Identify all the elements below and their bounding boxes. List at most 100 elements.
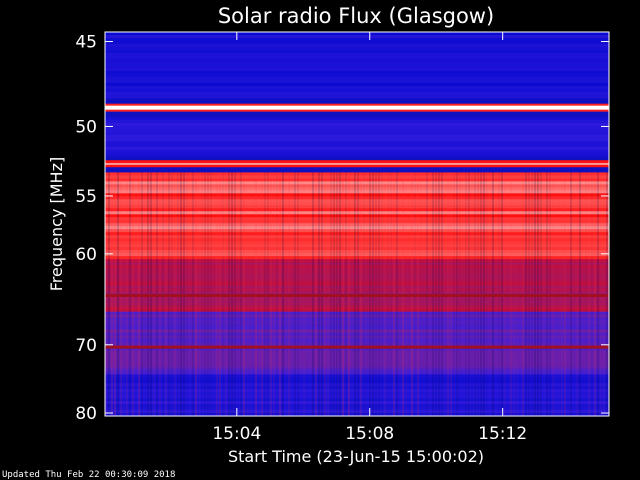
- band-region-1: [105, 138, 609, 142]
- band-region-0: [105, 40, 609, 45]
- band-region-4: [105, 362, 609, 366]
- band-region-3: [105, 285, 609, 289]
- band-region-3: [105, 297, 609, 301]
- band-region-4: [105, 320, 609, 325]
- band-region-5: [105, 404, 609, 408]
- band-region-1: [105, 129, 609, 133]
- band-region-4: [105, 338, 609, 343]
- y-tick-label: 50: [75, 117, 97, 137]
- band-region-5: [105, 398, 609, 402]
- band-region-3: [105, 308, 609, 313]
- band-region-3: [105, 273, 609, 278]
- x-axis: 15:04 15:08 15:12: [212, 32, 527, 444]
- dark-red-line-2: [105, 293, 609, 297]
- band-region-2: [105, 220, 609, 224]
- band-region-2: [105, 196, 609, 200]
- band-region-4: [105, 317, 609, 322]
- band-region-1: [105, 132, 609, 136]
- band-region-0: [105, 43, 609, 48]
- band-region-1: [105, 143, 609, 148]
- band-region-0: [105, 85, 609, 90]
- band-region-1: [105, 126, 609, 130]
- band-region-1: [105, 117, 609, 121]
- band-region-4: [105, 371, 609, 375]
- band-region-2: [105, 199, 609, 203]
- band-region-0: [105, 55, 609, 60]
- band-region-2: [105, 184, 609, 188]
- updated-timestamp: Updated Thu Feb 22 00:30:09 2018: [2, 470, 175, 480]
- band-region-2: [105, 175, 609, 179]
- band-region-2: [105, 244, 609, 248]
- band-region-3: [105, 282, 609, 286]
- band-region-0: [105, 82, 609, 87]
- band-region-3: [105, 264, 609, 269]
- band-region-2: [105, 217, 609, 221]
- band-region-3: [105, 276, 609, 281]
- band-region-4: [105, 353, 609, 358]
- band-region-2: [105, 232, 609, 236]
- band-region-3: [105, 259, 609, 263]
- band-region-4: [105, 341, 609, 346]
- band-region-2: [105, 211, 609, 215]
- band-region-0: [105, 32, 609, 36]
- band-region-2: [105, 241, 609, 245]
- band-region-0: [105, 64, 609, 69]
- band-region-2: [105, 235, 609, 239]
- y-tick-label: 55: [75, 187, 97, 207]
- plot-area: [104, 31, 610, 417]
- band-region-4: [105, 329, 609, 334]
- band-region-3: [105, 279, 609, 284]
- band-region-0: [105, 49, 609, 54]
- x-axis-label: Start Time (23-Jun-15 15:00:02): [228, 447, 484, 466]
- band-region-2: [105, 226, 609, 230]
- band-region-1: [105, 149, 609, 154]
- band-region-3: [105, 302, 609, 307]
- band-region-4: [105, 335, 609, 340]
- band-region-3: [105, 267, 609, 272]
- band-region-5: [105, 410, 609, 414]
- y-tick-label: 70: [75, 336, 97, 356]
- spectrogram-features: [105, 103, 609, 349]
- band-region-3: [105, 262, 609, 266]
- band-region-0: [105, 91, 609, 96]
- dark-red-line-3: [105, 345, 609, 349]
- band-region-5: [105, 386, 609, 390]
- band-region-5: [105, 392, 609, 396]
- band-region-1: [105, 152, 609, 157]
- band-region-4: [105, 326, 609, 331]
- band-region-0: [105, 67, 609, 72]
- band-region-0: [105, 37, 609, 42]
- band-region-1: [105, 146, 609, 151]
- band-region-4: [105, 314, 609, 319]
- band-region-3: [105, 291, 609, 295]
- band-region-5: [105, 413, 609, 417]
- band-region-2: [105, 229, 609, 233]
- band-region-5: [105, 380, 609, 384]
- band-region-4: [105, 359, 609, 363]
- x-tick-label: 15:04: [212, 424, 261, 444]
- y-tick-label: 60: [75, 245, 97, 265]
- band-region-1: [105, 123, 609, 127]
- band-region-2: [105, 247, 609, 251]
- band-region-4: [105, 311, 609, 316]
- band-region-4: [105, 368, 609, 372]
- band-region-2: [105, 193, 609, 197]
- band-region-2: [105, 202, 609, 206]
- y-axis: 45 50 55 60 70 80: [75, 33, 609, 424]
- chart-title: Solar radio Flux (Glasgow): [218, 4, 494, 28]
- band-region-2: [105, 253, 609, 257]
- band-region-5: [105, 401, 609, 405]
- band-region-3: [105, 288, 609, 292]
- band-region-5: [105, 374, 609, 378]
- band-region-1: [105, 120, 609, 124]
- band-region-4: [105, 356, 609, 360]
- band-region-5: [105, 389, 609, 393]
- band-region-5: [105, 407, 609, 411]
- x-tick-label: 15:12: [478, 424, 527, 444]
- band-region-2: [105, 190, 609, 194]
- band-region-0: [105, 76, 609, 81]
- band-region-2: [105, 208, 609, 212]
- band-region-0: [105, 73, 609, 78]
- band-region-4: [105, 323, 609, 328]
